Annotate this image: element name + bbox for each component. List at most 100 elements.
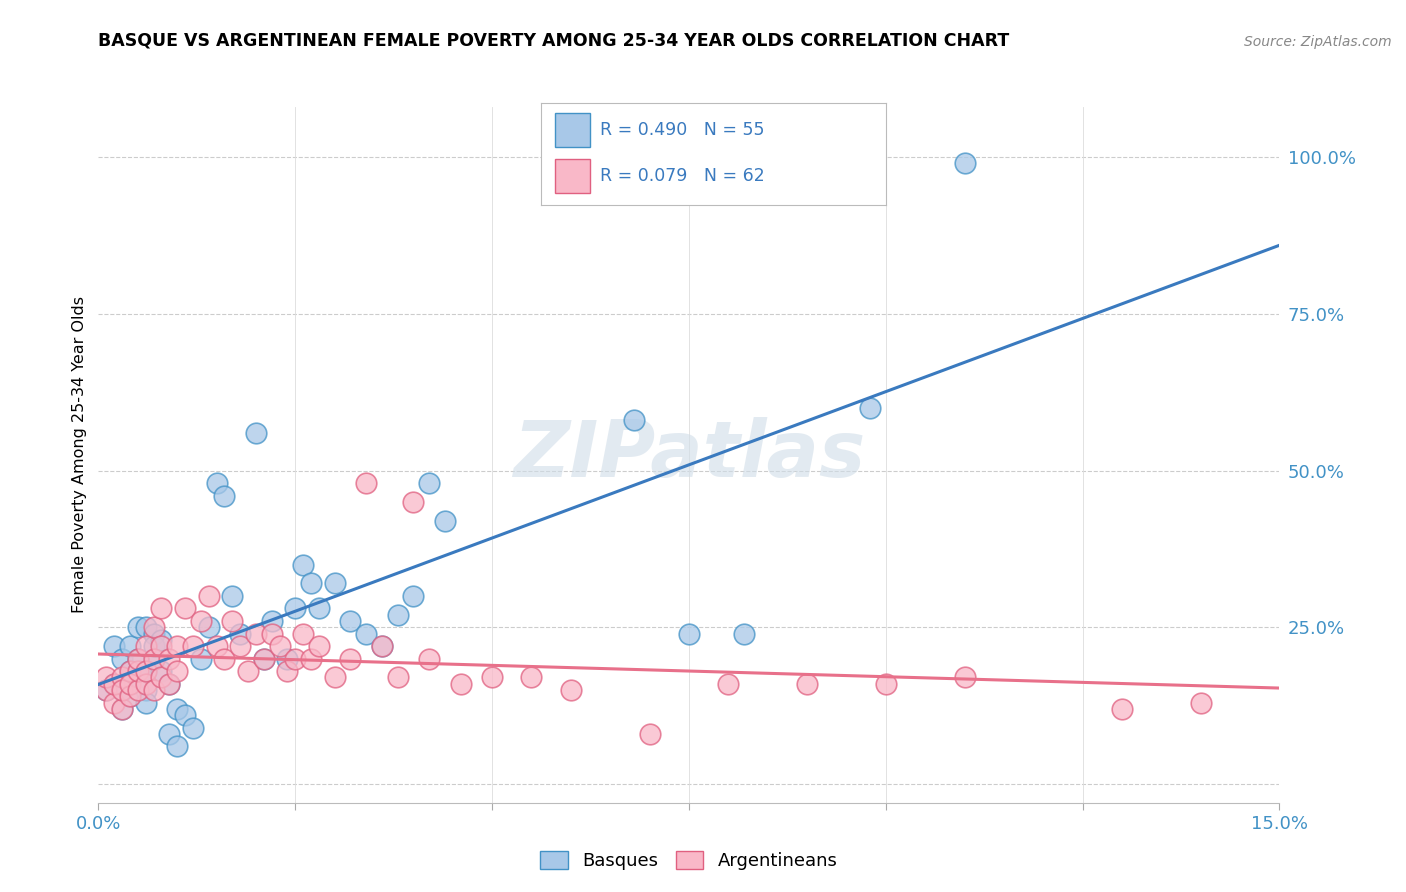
Point <box>103 676 125 690</box>
Point <box>418 476 440 491</box>
Point <box>717 676 740 690</box>
Point <box>135 664 157 678</box>
Point <box>323 670 346 684</box>
Point <box>150 632 173 647</box>
Point <box>150 664 173 678</box>
Point <box>197 589 219 603</box>
Point <box>118 690 141 704</box>
Point <box>387 607 409 622</box>
Point <box>1189 696 1212 710</box>
Point <box>96 683 118 698</box>
Point <box>174 601 197 615</box>
Point <box>796 676 818 690</box>
Point <box>953 670 976 684</box>
Point <box>205 639 228 653</box>
Point <box>127 620 149 634</box>
Point <box>245 626 267 640</box>
Point <box>135 676 157 690</box>
Point <box>284 601 307 615</box>
Text: ZIPatlas: ZIPatlas <box>513 417 865 493</box>
Point <box>253 651 276 665</box>
Point <box>339 614 361 628</box>
Point <box>118 676 141 690</box>
Point <box>181 721 204 735</box>
Point <box>308 639 330 653</box>
Point <box>118 664 141 678</box>
Point <box>150 670 173 684</box>
Point <box>260 626 283 640</box>
Point <box>150 639 173 653</box>
Point <box>166 702 188 716</box>
Point <box>157 676 180 690</box>
Point <box>111 702 134 716</box>
Point <box>118 664 141 678</box>
Point <box>308 601 330 615</box>
Point <box>135 683 157 698</box>
Point <box>402 495 425 509</box>
Point <box>166 664 188 678</box>
Point <box>733 626 755 640</box>
Point <box>118 639 141 653</box>
Point <box>111 683 134 698</box>
Point <box>450 676 472 690</box>
Point <box>875 676 897 690</box>
Point <box>150 601 173 615</box>
Point <box>339 651 361 665</box>
Point <box>142 639 165 653</box>
Text: R = 0.490   N = 55: R = 0.490 N = 55 <box>600 120 765 139</box>
Point <box>292 626 315 640</box>
Point <box>190 651 212 665</box>
Point <box>166 639 188 653</box>
Point <box>245 425 267 440</box>
Point <box>371 639 394 653</box>
Point <box>142 626 165 640</box>
Point <box>859 401 882 415</box>
Point <box>276 651 298 665</box>
Point <box>560 683 582 698</box>
Point <box>284 651 307 665</box>
Point <box>481 670 503 684</box>
Point <box>111 651 134 665</box>
Point <box>433 514 456 528</box>
Point <box>103 696 125 710</box>
Point <box>135 664 157 678</box>
Point <box>174 708 197 723</box>
Y-axis label: Female Poverty Among 25-34 Year Olds: Female Poverty Among 25-34 Year Olds <box>72 296 87 614</box>
Point <box>96 670 118 684</box>
Point <box>142 651 165 665</box>
Point <box>127 651 149 665</box>
FancyBboxPatch shape <box>555 113 589 146</box>
Text: Source: ZipAtlas.com: Source: ZipAtlas.com <box>1244 35 1392 49</box>
Point <box>190 614 212 628</box>
Point <box>299 651 322 665</box>
Point <box>103 676 125 690</box>
Point <box>638 727 661 741</box>
Point <box>118 676 141 690</box>
Point <box>276 664 298 678</box>
Point <box>127 664 149 678</box>
Point <box>135 620 157 634</box>
Point <box>292 558 315 572</box>
Point <box>157 651 180 665</box>
Point <box>402 589 425 603</box>
Point <box>127 670 149 684</box>
Point <box>221 614 243 628</box>
Point <box>205 476 228 491</box>
Point <box>520 670 543 684</box>
Point <box>229 626 252 640</box>
Point <box>103 639 125 653</box>
Point <box>111 670 134 684</box>
Point <box>127 651 149 665</box>
Point <box>323 576 346 591</box>
Point <box>157 727 180 741</box>
Point <box>197 620 219 634</box>
Point <box>418 651 440 665</box>
Point <box>953 156 976 170</box>
Point <box>221 589 243 603</box>
Point <box>260 614 283 628</box>
Point <box>142 683 165 698</box>
Text: BASQUE VS ARGENTINEAN FEMALE POVERTY AMONG 25-34 YEAR OLDS CORRELATION CHART: BASQUE VS ARGENTINEAN FEMALE POVERTY AMO… <box>98 31 1010 49</box>
Point <box>181 639 204 653</box>
Point <box>111 683 134 698</box>
Point <box>299 576 322 591</box>
